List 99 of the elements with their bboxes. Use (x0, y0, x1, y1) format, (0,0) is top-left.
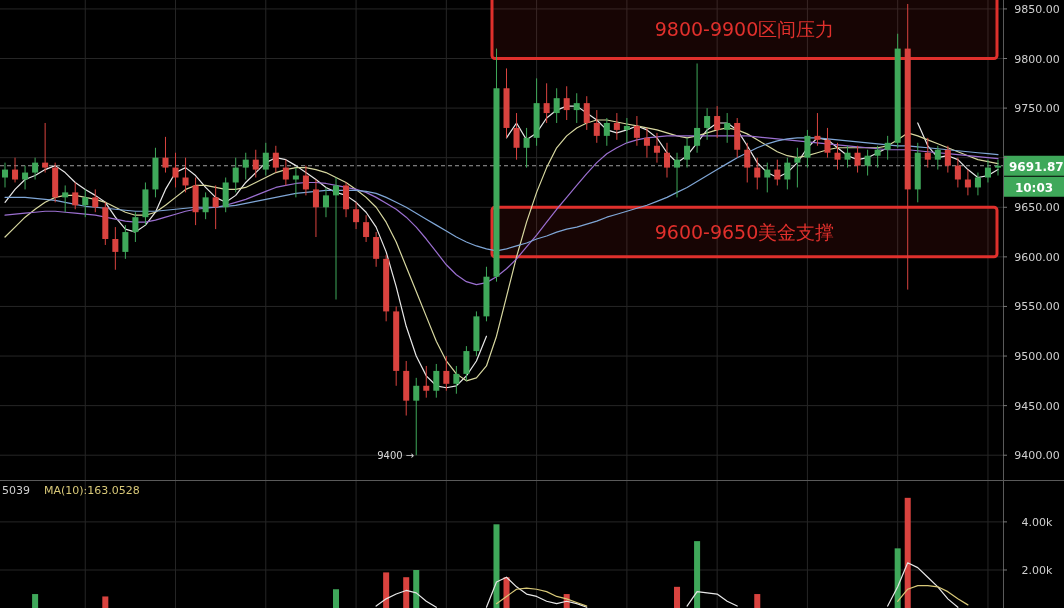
candlestick (212, 184, 219, 230)
annotation: MA(10):163.0528 (44, 484, 140, 497)
candlestick (62, 184, 69, 213)
candlestick (443, 355, 450, 392)
candlestick (784, 157, 791, 190)
candlestick (272, 145, 279, 174)
candlestick (32, 157, 39, 180)
candlestick (694, 62, 701, 154)
candlestick (864, 149, 871, 177)
candlestick (373, 231, 380, 268)
candlestick (72, 181, 79, 210)
y-tick-label: 9550.00 (1014, 300, 1060, 314)
candlestick (984, 159, 991, 183)
candlestick (834, 142, 841, 171)
candlestick (132, 211, 139, 243)
candlestick (714, 105, 721, 139)
candlestick (262, 142, 269, 177)
candlestick (944, 145, 951, 174)
candlestick (333, 177, 340, 300)
candlestick (42, 122, 49, 174)
candlestick (794, 147, 801, 188)
candlestick (242, 152, 249, 180)
candlestick (854, 145, 861, 174)
candlestick (22, 165, 29, 190)
y-tick-label: 9750.00 (1014, 102, 1060, 116)
candlestick (302, 165, 309, 196)
annotation: 9400 → (377, 450, 415, 462)
candlestick (282, 159, 289, 186)
candlestick (934, 145, 941, 171)
line-series (4, 137, 999, 252)
y-tick-label: 9400.00 (1014, 449, 1060, 463)
candlestick (583, 95, 590, 131)
candlestick (994, 159, 1001, 177)
candlestick (112, 226, 119, 271)
candlestick (844, 145, 851, 169)
y-tick-label: 9500.00 (1014, 350, 1060, 364)
candlestick (814, 112, 821, 147)
candlestick (633, 115, 640, 147)
candlestick (523, 127, 530, 169)
candlestick (172, 152, 179, 188)
candlestick (663, 142, 670, 179)
candlestick (2, 162, 9, 188)
candlestick (563, 85, 570, 121)
candlestick (603, 117, 610, 147)
candlestick (954, 157, 961, 188)
candlestick (684, 137, 691, 169)
band-label: 9800-9900区间压力 (654, 18, 835, 41)
candlestick (623, 117, 630, 144)
ref-line-label: 9691.87 (1009, 159, 1064, 174)
candlestick (92, 188, 99, 213)
candlestick (292, 167, 299, 198)
y-tick-label: 9800.00 (1014, 52, 1060, 66)
candlestick (593, 109, 600, 144)
candlestick (12, 157, 19, 183)
candlestick (573, 92, 580, 124)
candlestick (122, 224, 129, 260)
candlestick (553, 87, 560, 124)
candlestick (413, 377, 420, 456)
y-tick-label: 9650.00 (1014, 201, 1060, 215)
candlestick (433, 363, 440, 399)
candlestick (353, 201, 360, 230)
candlestick (724, 112, 731, 144)
y-tick-label: 4.00k (1021, 515, 1054, 529)
candlestick (453, 365, 460, 395)
candlestick (232, 157, 239, 193)
candlestick (513, 112, 520, 161)
candlestick (974, 172, 981, 196)
candlestick (82, 188, 89, 218)
candlestick (704, 107, 711, 141)
candlestick (613, 112, 620, 141)
candlestick (322, 186, 329, 218)
band-label: 9600-9650美金支撑 (654, 221, 835, 244)
annotation: 5039 (2, 484, 30, 497)
candlestick (874, 145, 881, 169)
candlestick (343, 181, 350, 218)
text: 10:03 (1014, 180, 1054, 195)
candlestick (312, 179, 319, 238)
candlestick (162, 136, 169, 174)
candlestick (463, 345, 470, 382)
y-tick-label: 9600.00 (1014, 250, 1060, 264)
candlestick (884, 135, 891, 161)
candlestick (423, 365, 430, 399)
candlestick (774, 159, 781, 186)
candlestick (674, 152, 681, 198)
candlestick (804, 129, 811, 169)
candlestick (202, 191, 209, 220)
candlestick (754, 157, 761, 190)
candlestick (643, 127, 650, 159)
candlestick (653, 132, 660, 164)
candlestick (744, 142, 751, 183)
y-tick-label: 2.00k (1021, 564, 1054, 577)
candlestick (764, 162, 771, 193)
candlestick (543, 82, 550, 124)
candlestick (824, 127, 831, 159)
y-tick-label: 9450.00 (1014, 399, 1060, 413)
candlestick (363, 214, 370, 243)
y-tick-label: 9850.00 (1014, 2, 1060, 16)
candlestick (252, 149, 259, 179)
candlestick (924, 137, 931, 169)
